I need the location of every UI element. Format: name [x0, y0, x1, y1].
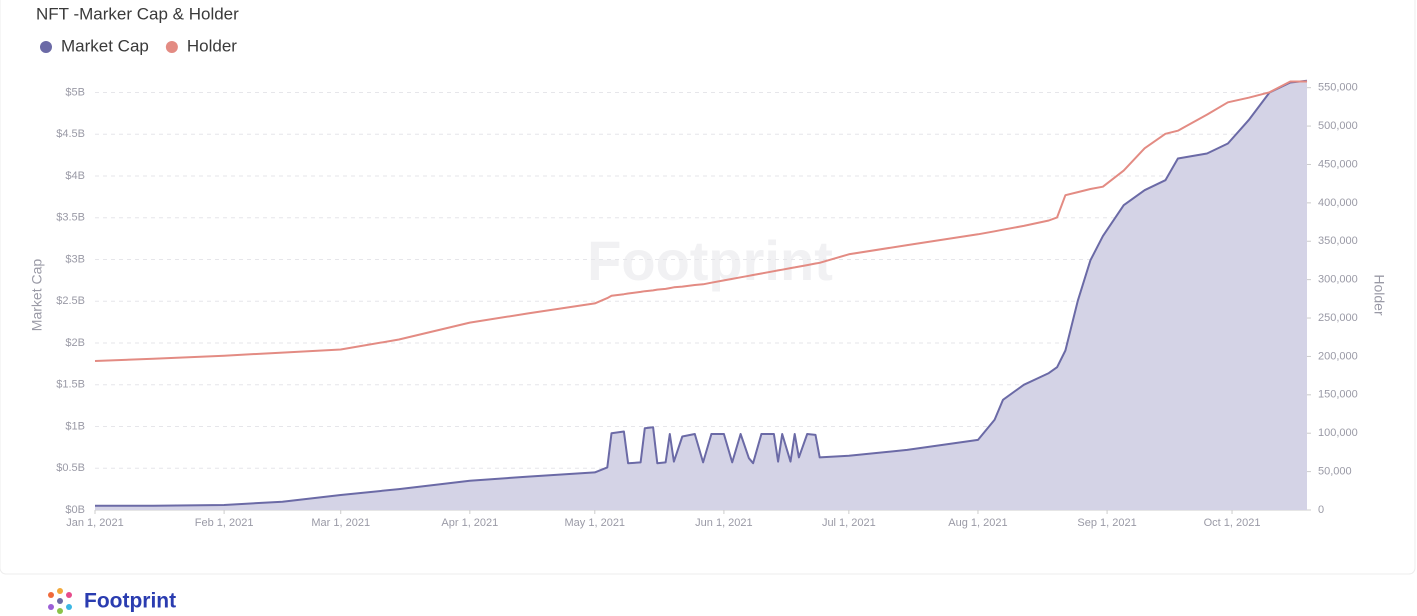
y-tick-label: $2B — [65, 337, 85, 349]
y-tick-label: $4.5B — [56, 128, 85, 140]
y-tick-label: $1B — [65, 420, 85, 432]
y2-tick-label: 500,000 — [1318, 120, 1358, 132]
y-axis-title: Market Cap — [29, 259, 45, 332]
legend-marker — [40, 41, 52, 53]
y2-tick-label: 250,000 — [1318, 312, 1358, 324]
x-tick-label: Jan 1, 2021 — [66, 517, 124, 529]
y-tick-label: $4B — [65, 170, 85, 182]
x-tick-label: May 1, 2021 — [565, 517, 626, 529]
legend-label: Holder — [187, 36, 237, 55]
y2-tick-label: 400,000 — [1318, 197, 1358, 209]
y-tick-label: $5B — [65, 86, 85, 98]
area-fill — [95, 80, 1307, 511]
x-tick-label: Jun 1, 2021 — [695, 517, 753, 529]
y2-tick-label: 450,000 — [1318, 158, 1358, 170]
y2-tick-label: 0 — [1318, 504, 1324, 516]
x-tick-label: Aug 1, 2021 — [948, 517, 1007, 529]
x-tick-label: Apr 1, 2021 — [441, 517, 498, 529]
x-tick-label: Sep 1, 2021 — [1077, 517, 1136, 529]
y-tick-label: $3.5B — [56, 212, 85, 224]
y-tick-label: $0.5B — [56, 462, 85, 474]
x-tick-label: Mar 1, 2021 — [311, 517, 370, 529]
footer-logo — [48, 588, 72, 614]
series-line — [95, 79, 1308, 507]
y-tick-label: $2.5B — [56, 295, 85, 307]
y2-tick-label: 50,000 — [1318, 466, 1352, 478]
x-tick-label: Oct 1, 2021 — [1204, 517, 1261, 529]
chart-title: NFT -Marker Cap & Holder — [36, 4, 239, 23]
y2-tick-label: 550,000 — [1318, 82, 1358, 94]
y2-tick-label: 150,000 — [1318, 389, 1358, 401]
y2-tick-label: 100,000 — [1318, 427, 1358, 439]
watermark: Footprint — [587, 229, 833, 292]
y2-tick-label: 300,000 — [1318, 274, 1358, 286]
series-line — [94, 80, 1307, 362]
x-tick-label: Feb 1, 2021 — [195, 517, 254, 529]
y-tick-label: $1.5B — [56, 379, 85, 391]
legend-marker — [165, 41, 178, 53]
y-tick-label: $3B — [65, 253, 85, 265]
footer-brand: Footprint — [84, 590, 176, 613]
y2-tick-label: 200,000 — [1318, 350, 1358, 362]
legend-label: Market Cap — [61, 36, 149, 55]
x-tick-label: Jul 1, 2021 — [822, 517, 876, 529]
y-tick-label: $0B — [65, 504, 85, 516]
y2-tick-label: 350,000 — [1318, 235, 1358, 247]
y2-axis-title: Holder — [1371, 274, 1387, 316]
